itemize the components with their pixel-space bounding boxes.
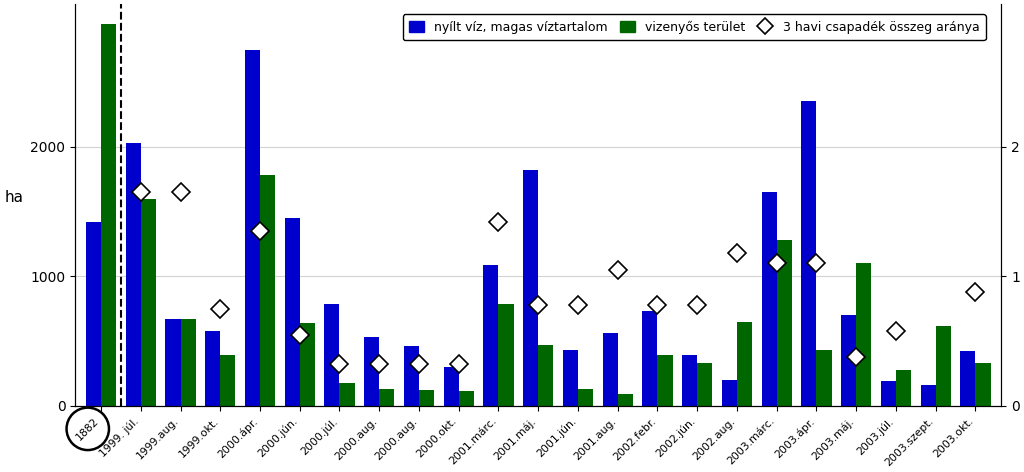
Bar bbox=[340, 383, 354, 406]
Bar bbox=[459, 391, 474, 406]
Bar bbox=[762, 192, 776, 406]
Bar bbox=[403, 346, 419, 406]
Bar bbox=[220, 355, 236, 406]
Bar bbox=[896, 370, 911, 406]
Bar bbox=[300, 323, 314, 406]
Legend: nyílt víz, magas víztartalom, vizenyős terület, 3 havi csapadék összeg aránya: nyílt víz, magas víztartalom, vizenyős t… bbox=[402, 15, 986, 40]
Bar bbox=[976, 363, 990, 406]
Bar bbox=[961, 352, 976, 406]
Bar bbox=[881, 381, 896, 406]
Bar bbox=[205, 331, 220, 406]
Bar bbox=[841, 315, 856, 406]
Bar bbox=[563, 350, 578, 406]
Bar bbox=[921, 385, 936, 406]
Bar bbox=[856, 263, 871, 406]
Bar bbox=[802, 101, 816, 406]
Bar bbox=[245, 50, 260, 406]
Bar bbox=[523, 170, 539, 406]
Bar bbox=[682, 355, 697, 406]
Bar bbox=[140, 199, 156, 406]
Bar bbox=[365, 337, 379, 406]
Bar bbox=[325, 303, 340, 406]
Bar bbox=[539, 345, 553, 406]
Bar bbox=[816, 350, 831, 406]
Bar bbox=[936, 326, 950, 406]
Bar bbox=[617, 394, 633, 406]
Bar bbox=[578, 389, 593, 406]
Bar bbox=[126, 143, 140, 406]
Bar bbox=[483, 265, 499, 406]
Bar bbox=[101, 24, 116, 406]
Bar bbox=[737, 321, 752, 406]
Bar bbox=[776, 240, 792, 406]
Bar bbox=[697, 363, 713, 406]
Bar bbox=[419, 390, 434, 406]
Bar bbox=[379, 389, 394, 406]
Bar bbox=[86, 222, 101, 406]
Bar bbox=[722, 380, 737, 406]
Bar bbox=[642, 311, 657, 406]
Bar bbox=[166, 319, 180, 406]
Bar bbox=[657, 355, 673, 406]
Bar bbox=[602, 333, 617, 406]
Bar bbox=[260, 175, 275, 406]
Y-axis label: ha: ha bbox=[4, 190, 24, 205]
Bar bbox=[499, 303, 514, 406]
Bar bbox=[180, 319, 196, 406]
Bar bbox=[285, 218, 300, 406]
Bar bbox=[443, 367, 459, 406]
